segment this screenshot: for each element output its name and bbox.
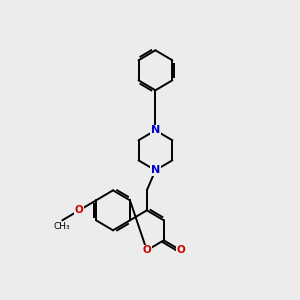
Text: N: N	[151, 125, 160, 135]
Text: O: O	[176, 245, 185, 255]
Text: O: O	[142, 245, 151, 255]
Text: N: N	[151, 165, 160, 175]
Text: CH₃: CH₃	[54, 221, 70, 230]
Text: O: O	[75, 205, 84, 215]
